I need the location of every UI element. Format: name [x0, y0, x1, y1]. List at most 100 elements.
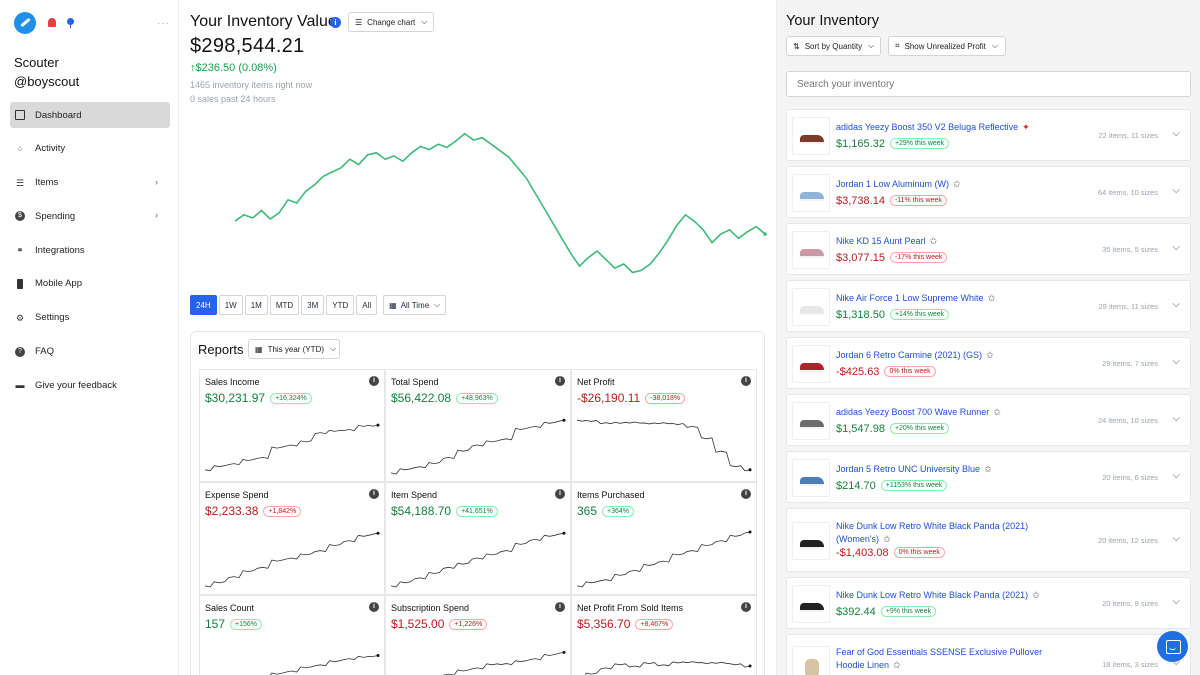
- range-button-mtd[interactable]: MTD: [269, 295, 300, 315]
- product-name[interactable]: Jordan 1 Low Aluminum (W): [836, 179, 950, 189]
- range-button-1w[interactable]: 1W: [218, 295, 243, 315]
- product-name[interactable]: Fear of God Essentials SSENSE Exclusive …: [836, 647, 1043, 670]
- report-card-item-spend[interactable]: Item Spend i $54,188.70 +41,651%: [385, 482, 571, 595]
- chevron-down-icon[interactable]: ⌵: [1172, 470, 1180, 481]
- info-icon[interactable]: i: [555, 602, 565, 612]
- product-name[interactable]: Jordan 5 Retro UNC University Blue: [836, 464, 981, 474]
- sparkline-endpoint: [748, 468, 752, 472]
- report-card-value: 157 +156%: [205, 617, 263, 631]
- product-name[interactable]: Jordan 6 Retro Carmine (2021) (GS): [836, 350, 983, 360]
- chevron-down-icon[interactable]: ⌵: [1172, 185, 1180, 196]
- info-icon[interactable]: i: [741, 376, 751, 386]
- sneaker-image: [799, 477, 825, 486]
- inventory-item[interactable]: Nike Dunk Low Retro White Black Panda (2…: [786, 577, 1191, 629]
- pin-icon[interactable]: ✩: [883, 534, 891, 544]
- sidebar-item-dashboard[interactable]: Dashboard: [10, 102, 170, 128]
- notification-bell-icon[interactable]: [48, 18, 56, 27]
- more-options-icon[interactable]: ···: [157, 18, 170, 29]
- chevron-down-icon[interactable]: ⌵: [1172, 413, 1180, 424]
- product-thumbnail: [792, 288, 830, 326]
- product-name[interactable]: Nike KD 15 Aunt Pearl: [836, 236, 926, 246]
- inventory-item[interactable]: Nike KD 15 Aunt Pearl ✩ $3,077.15 -17% this…: [786, 223, 1191, 275]
- app-logo-icon[interactable]: [14, 12, 36, 34]
- sort-dropdown[interactable]: ⇅ Sort by Quantity ⌵: [786, 36, 881, 56]
- chevron-down-icon[interactable]: ⌵: [1172, 299, 1180, 310]
- all-time-dropdown[interactable]: ▦ All Time ⌵: [383, 295, 447, 315]
- product-name[interactable]: adidas Yeezy Boost 350 V2 Beluga Reflect…: [836, 122, 1019, 132]
- chevron-down-icon[interactable]: ⌵: [1172, 533, 1180, 544]
- inventory-item[interactable]: Fear of God Essentials SSENSE Exclusive …: [786, 634, 1191, 675]
- report-card-subscription-spend[interactable]: Subscription Spend i $1,525.00 +1,226%: [385, 595, 571, 675]
- page-title: Your Inventory Value: [190, 13, 337, 30]
- range-button-24h[interactable]: 24H: [190, 295, 217, 315]
- sneaker-image: [799, 249, 825, 258]
- inventory-item[interactable]: adidas Yeezy Boost 700 Wave Runner ✩ $1,54…: [786, 394, 1191, 446]
- pin-icon[interactable]: ✩: [987, 293, 996, 303]
- range-button-3m[interactable]: 3M: [301, 295, 325, 315]
- range-button-all[interactable]: All: [356, 295, 378, 315]
- info-icon[interactable]: i: [555, 376, 565, 386]
- unrealized-profit-dropdown[interactable]: ⌗ Show Unrealized Profit ⌵: [888, 36, 1006, 56]
- inventory-item[interactable]: adidas Yeezy Boost 350 V2 Beluga Reflect…: [786, 109, 1191, 161]
- weekly-change-badge: -11% this week: [889, 195, 947, 206]
- pin-icon[interactable]: ✩: [893, 660, 901, 670]
- info-icon[interactable]: i: [369, 602, 379, 612]
- inventory-item[interactable]: Nike Dunk Low Retro White Black Panda (2…: [786, 508, 1191, 572]
- sidebar-item-items[interactable]: ☰ Items ›: [10, 170, 170, 196]
- inventory-value-chart[interactable]: [180, 115, 775, 290]
- sidebar-item-faq[interactable]: ? FAQ: [10, 339, 170, 365]
- pin-icon[interactable]: ✩: [993, 407, 1001, 417]
- pin-icon[interactable]: ✩: [984, 464, 992, 474]
- sidebar-item-activity[interactable]: ⁘ Activity: [10, 136, 170, 162]
- chevron-down-icon[interactable]: ⌵: [1172, 657, 1180, 668]
- report-card-net-profit-from-sold-items[interactable]: Net Profit From Sold Items i $5,356.70 +8,4…: [571, 595, 757, 675]
- report-card-items-purchased[interactable]: Items Purchased i 365 +364%: [571, 482, 757, 595]
- pin-icon[interactable]: ✩: [1032, 590, 1040, 600]
- sidebar-item-give-your-feedback[interactable]: ▬ Give your feedback: [10, 372, 170, 398]
- chevron-down-icon[interactable]: ⌵: [1172, 128, 1180, 139]
- sidebar-item-spending[interactable]: $ Spending ›: [10, 203, 170, 229]
- report-card-net-profit[interactable]: Net Profit i -$26,190.11 -38,018%: [571, 369, 757, 482]
- report-card-total-spend[interactable]: Total Spend i $56,422.08 +48,963%: [385, 369, 571, 482]
- chevron-down-icon[interactable]: ⌵: [1172, 356, 1180, 367]
- product-thumbnail: [792, 522, 830, 560]
- report-card-expense-spend[interactable]: Expense Spend i $2,233.38 +1,842%: [199, 482, 385, 595]
- report-card-sales-income[interactable]: Sales Income i $30,231.97 +16,324%: [199, 369, 385, 482]
- report-period-dropdown[interactable]: ▦ This year (YTD) ⌵: [248, 339, 340, 359]
- inventory-item[interactable]: Jordan 1 Low Aluminum (W) ✩ $3,738.14 -11% …: [786, 166, 1191, 218]
- report-card-sales-count[interactable]: Sales Count i 157 +156%: [199, 595, 385, 675]
- settings-icon: ⚙: [15, 312, 25, 323]
- product-name[interactable]: Nike Dunk Low Retro White Black Panda (2…: [836, 521, 1029, 544]
- sidebar-item-mobile-app[interactable]: Mobile App: [10, 271, 170, 297]
- product-name-row: Jordan 1 Low Aluminum (W) ✩: [836, 178, 1126, 191]
- chevron-down-icon[interactable]: ⌵: [1172, 242, 1180, 253]
- inventory-item[interactable]: Nike Air Force 1 Low Supreme White ✩ $1,31…: [786, 280, 1191, 332]
- location-pin-icon[interactable]: [67, 18, 74, 28]
- inventory-item[interactable]: Jordan 6 Retro Carmine (2021) (GS) ✩ -$425…: [786, 337, 1191, 389]
- pin-icon[interactable]: ✩: [953, 179, 961, 189]
- product-name[interactable]: adidas Yeezy Boost 700 Wave Runner: [836, 407, 990, 417]
- info-icon[interactable]: i: [741, 602, 751, 612]
- sidebar-item-settings[interactable]: ⚙ Settings: [10, 305, 170, 331]
- range-button-1m[interactable]: 1M: [244, 295, 268, 315]
- info-icon[interactable]: i: [330, 17, 341, 28]
- info-icon[interactable]: i: [555, 489, 565, 499]
- sidebar-item-integrations[interactable]: ⚭ Integrations: [10, 237, 170, 263]
- chevron-down-icon: ⌵: [421, 17, 428, 26]
- info-icon[interactable]: i: [369, 489, 379, 499]
- change-badge: +1,226%: [449, 619, 488, 630]
- info-icon[interactable]: i: [369, 376, 379, 386]
- change-chart-button[interactable]: ☰ Change chart ⌵: [348, 12, 434, 32]
- pin-icon[interactable]: ✩: [929, 236, 938, 246]
- chat-support-icon[interactable]: [1157, 631, 1188, 662]
- pin-icon[interactable]: ✩: [986, 350, 994, 360]
- inventory-search-input[interactable]: [786, 71, 1191, 97]
- inventory-item[interactable]: Jordan 5 Retro UNC University Blue ✩ $214.…: [786, 451, 1191, 503]
- product-name[interactable]: Nike Air Force 1 Low Supreme White: [836, 293, 984, 303]
- chevron-down-icon[interactable]: ⌵: [1172, 596, 1180, 607]
- range-button-ytd[interactable]: YTD: [326, 295, 355, 315]
- info-icon[interactable]: i: [741, 489, 751, 499]
- pin-icon[interactable]: ✦: [1022, 122, 1030, 132]
- product-price-row: $392.44 +9% this week: [836, 606, 937, 618]
- product-name[interactable]: Nike Dunk Low Retro White Black Panda (2…: [836, 590, 1029, 600]
